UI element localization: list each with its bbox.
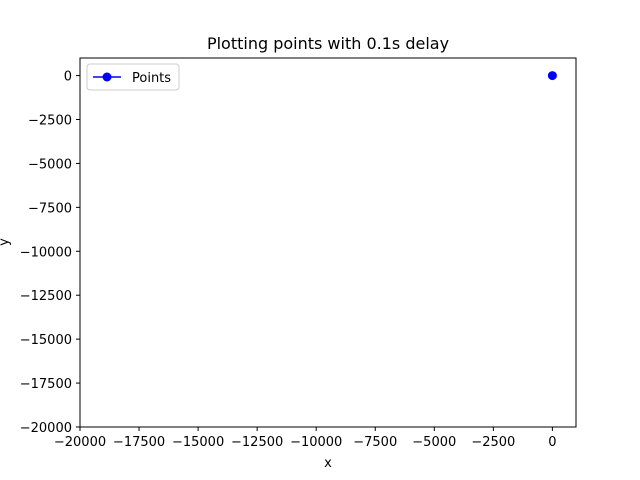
x-tick-label: −10000 bbox=[290, 435, 342, 450]
y-axis-ticks: 0 −2500 −5000 −7500 −10000 −12500 −15000 −17500… bbox=[20, 70, 80, 436]
x-tick-label: −17500 bbox=[113, 435, 165, 450]
y-tick-label: −20000 bbox=[20, 421, 72, 436]
legend: Points bbox=[86, 63, 180, 91]
legend-marker-swatch bbox=[102, 72, 112, 82]
legend-label-points: Points bbox=[132, 71, 171, 86]
chart-title: Plotting points with 0.1s delay bbox=[207, 34, 449, 53]
x-axis-ticks: −20000 −17500 −15000 −12500 −10000 −7500 −5000… bbox=[54, 427, 557, 450]
x-tick-label: −2500 bbox=[471, 435, 515, 450]
y-tick-label: −12500 bbox=[20, 289, 72, 304]
y-tick-label: −5000 bbox=[28, 157, 72, 172]
plot-series bbox=[547, 71, 557, 81]
y-tick-label: 0 bbox=[64, 70, 72, 85]
y-tick-label: −15000 bbox=[20, 333, 72, 348]
x-axis-label: x bbox=[324, 456, 332, 471]
data-point bbox=[547, 71, 557, 81]
x-tick-label: 0 bbox=[548, 435, 556, 450]
x-tick-label: −7500 bbox=[353, 435, 397, 450]
legend-frame bbox=[86, 63, 180, 91]
x-tick-label: −20000 bbox=[54, 435, 106, 450]
y-tick-label: −7500 bbox=[28, 201, 72, 216]
y-tick-label: −2500 bbox=[28, 114, 72, 129]
y-tick-label: −17500 bbox=[20, 377, 72, 392]
y-tick-label: −10000 bbox=[20, 245, 72, 260]
x-tick-label: −5000 bbox=[412, 435, 456, 450]
x-tick-label: −15000 bbox=[172, 435, 224, 450]
plot-area-frame bbox=[79, 57, 577, 428]
y-axis-label: y bbox=[0, 238, 12, 246]
x-tick-label: −12500 bbox=[231, 435, 283, 450]
